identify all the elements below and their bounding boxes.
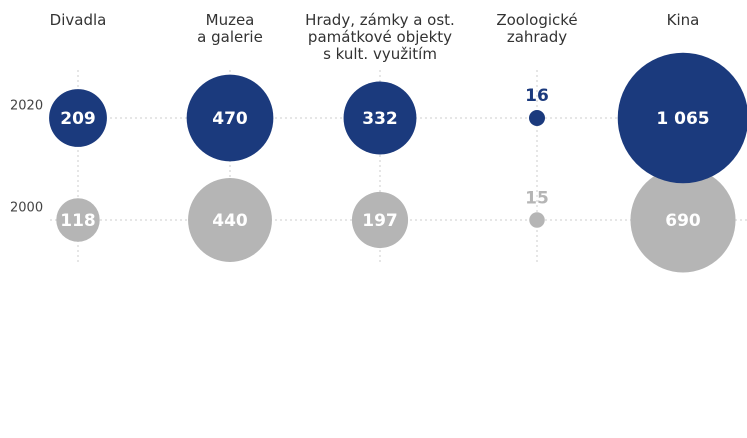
category-label: Muzea a galerie bbox=[197, 11, 263, 46]
bubble bbox=[343, 81, 417, 155]
value-label: 118 bbox=[60, 211, 96, 231]
value-label: 470 bbox=[212, 109, 248, 129]
bubble bbox=[529, 110, 545, 126]
value-label: 1 065 bbox=[656, 109, 709, 129]
value-label: 15 bbox=[525, 188, 549, 208]
bubble bbox=[186, 74, 274, 162]
bubble bbox=[56, 198, 100, 242]
bubble bbox=[49, 89, 107, 147]
value-label: 197 bbox=[362, 211, 398, 231]
bubble bbox=[630, 167, 736, 273]
category-label: Divadla bbox=[49, 11, 107, 29]
category-label: Kina bbox=[666, 11, 700, 29]
year-label: 2000 bbox=[10, 201, 43, 216]
value-label: 209 bbox=[60, 109, 96, 129]
category-label: Hrady, zámky a ost. památkové objekty s … bbox=[305, 11, 455, 63]
bubble bbox=[617, 52, 747, 184]
value-label: 690 bbox=[665, 211, 701, 231]
value-label: 440 bbox=[212, 211, 248, 231]
bubble bbox=[188, 178, 272, 262]
value-label: 332 bbox=[362, 109, 398, 129]
value-label: 16 bbox=[525, 86, 549, 106]
category-label: Zoologické zahrady bbox=[496, 11, 578, 46]
bubble bbox=[351, 191, 409, 249]
year-label: 2020 bbox=[10, 99, 43, 114]
bubble bbox=[529, 212, 545, 228]
